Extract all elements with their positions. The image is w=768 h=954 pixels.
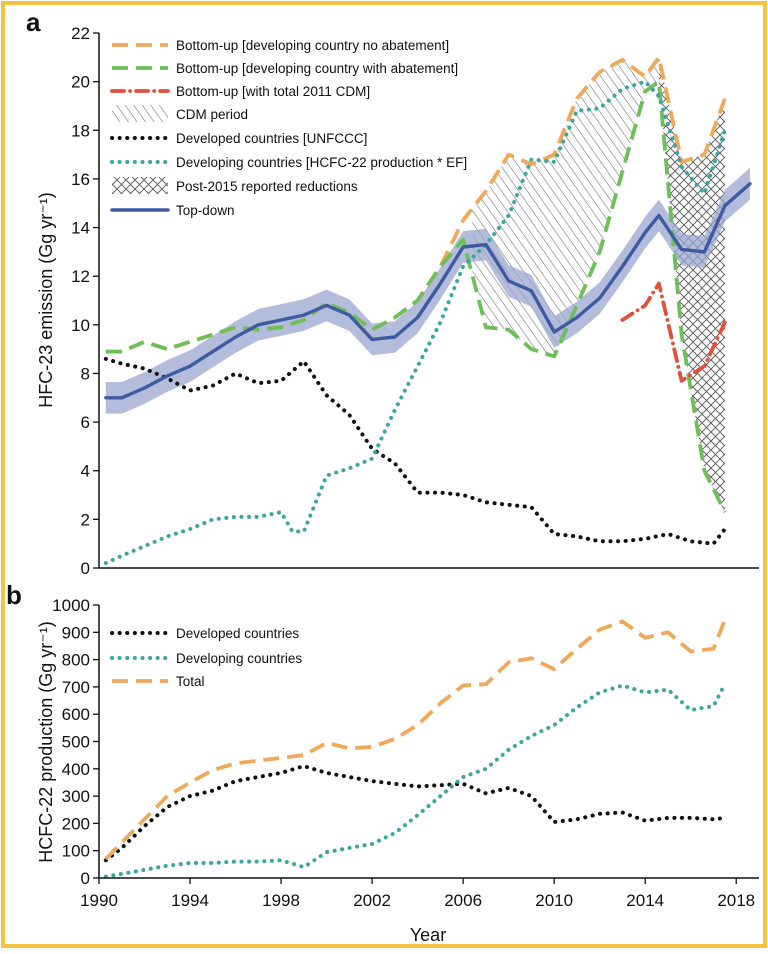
panel-b-label: b [6, 580, 22, 610]
legend-label: Bottom-up [developing country with abate… [176, 61, 458, 76]
panel-b-y-ticks: 0 100 200 300 400 500 600 700 800 900 1000 [52, 596, 99, 888]
y-tick-label: 400 [62, 760, 90, 779]
panel-a-ylabel: HFC-23 emission (Gg yr⁻¹) [36, 192, 56, 408]
y-tick-label: 10 [71, 316, 90, 335]
legend-label: Developed countries [UNFCCC] [176, 131, 367, 146]
y-tick-label: 200 [62, 814, 90, 833]
series-line-developed [103, 764, 727, 863]
y-tick-label: 22 [71, 24, 90, 43]
panel-b-ylabel: HCFC-22 production (Gg yr⁻¹) [36, 621, 56, 863]
legend-swatch-crosshatch [112, 177, 168, 194]
x-tick-label: 2002 [353, 891, 391, 910]
y-tick-label: 2 [81, 510, 90, 529]
x-tick-label: 1998 [262, 891, 300, 910]
y-tick-label: 1000 [52, 596, 90, 615]
panel-a-legend: Bottom-up [developing country no abateme… [110, 38, 467, 218]
panel-a-axes [98, 33, 759, 569]
y-tick-label: 6 [81, 413, 90, 432]
panel-a-lines [103, 55, 752, 566]
series-line-developing [103, 682, 727, 879]
legend-label: Top-down [176, 203, 235, 218]
y-tick-label: 12 [71, 267, 90, 286]
legend-label: Developing countries [176, 651, 302, 666]
y-tick-label: 0 [81, 559, 90, 578]
panel-a-y-ticks: 0 2 4 6 8 10 12 14 16 18 20 22 [71, 24, 99, 578]
top-down-uncertainty-band [105, 168, 750, 414]
x-tick-label: 2006 [444, 891, 482, 910]
y-tick-label: 18 [71, 121, 90, 140]
panel-b-x-ticks: 1990 1994 1998 2002 2006 2010 2014 2018 [80, 878, 755, 910]
panel-b-lines [103, 619, 727, 879]
x-axis-title: Year [410, 925, 446, 945]
y-tick-label: 14 [71, 219, 90, 238]
legend-swatch-cdm-hatch [112, 105, 168, 122]
panel-a-label: a [26, 7, 41, 37]
y-tick-label: 8 [81, 364, 90, 383]
legend-label: Total [176, 674, 205, 689]
legend-label: Developed countries [176, 626, 299, 641]
y-tick-label: 700 [62, 678, 90, 697]
y-tick-label: 900 [62, 623, 90, 642]
series-line-top-down [104, 182, 752, 400]
series-line-with-abatement [105, 79, 727, 513]
legend-label: Bottom-up [developing country no abateme… [176, 38, 449, 53]
x-tick-label: 2010 [535, 891, 573, 910]
x-tick-label: 1994 [171, 891, 209, 910]
panel-b-axes [98, 605, 759, 879]
y-tick-label: 16 [71, 170, 90, 189]
y-tick-label: 600 [62, 705, 90, 724]
x-tick-label: 1990 [80, 891, 118, 910]
y-tick-label: 0 [81, 869, 90, 888]
y-tick-label: 300 [62, 787, 90, 806]
panel-b-legend: Developed countries Developing countries T… [110, 626, 302, 689]
series-line-cdm-2011 [620, 281, 727, 383]
post-2015-crosshatch [658, 57, 725, 513]
legend-label: CDM period [176, 107, 248, 122]
y-tick-label: 500 [62, 733, 90, 752]
y-tick-label: 100 [62, 842, 90, 861]
x-tick-label: 2018 [717, 891, 755, 910]
series-line-total [104, 619, 727, 861]
y-tick-label: 800 [62, 651, 90, 670]
legend-label: Developing countries [HCFC-22 production… [176, 155, 467, 170]
x-tick-label: 2014 [626, 891, 664, 910]
legend-label: Bottom-up [with total 2011 CDM] [176, 84, 370, 99]
panel-a-fills [105, 57, 750, 513]
series-line-developing-hcfc22 [103, 79, 727, 566]
legend-label: Post-2015 reported reductions [176, 179, 358, 194]
series-line-developed-unfccc [103, 356, 727, 546]
y-tick-label: 20 [71, 73, 90, 92]
y-tick-label: 4 [81, 462, 90, 481]
panel-a: 0 2 4 6 8 10 12 14 16 18 20 22 HFC-23 emission (Gg … [36, 24, 759, 578]
